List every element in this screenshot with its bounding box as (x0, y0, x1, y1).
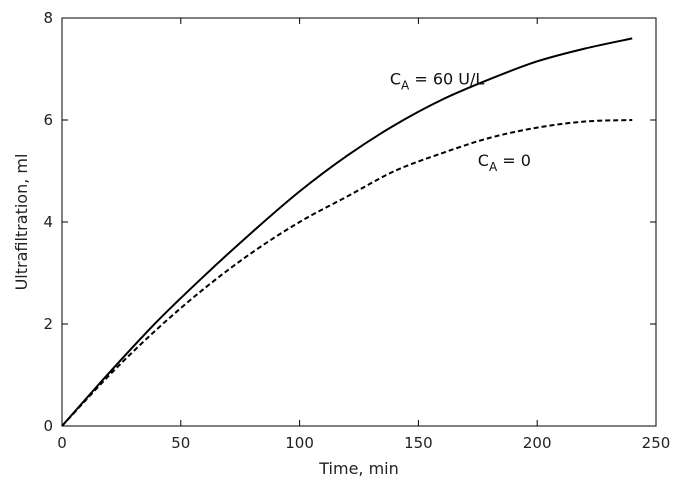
series-line-0 (61, 37, 633, 427)
x-tick-label-0: 0 (57, 434, 67, 452)
curve-annotations: CA = 60 U/L CA = 0 (390, 69, 531, 174)
x-tick-label-5: 250 (642, 434, 671, 452)
x-tick-label-2: 100 (285, 434, 314, 452)
annotation-1: CA = 0 (478, 151, 531, 174)
y-tick-label-2: 4 (43, 213, 53, 231)
x-tick-label-1: 50 (171, 434, 190, 452)
series-lines (61, 37, 633, 427)
x-axis-title: Time, min (318, 459, 399, 478)
y-tick-label-1: 2 (43, 315, 53, 333)
series-line-1 (61, 119, 633, 427)
x-tick-labels: 0 50 100 150 200 250 (57, 434, 670, 452)
axis-ticks (61, 17, 657, 427)
y-tick-label-4: 8 (43, 9, 53, 27)
y-axis-title: Ultrafiltration, ml (12, 154, 31, 291)
y-tick-label-3: 6 (43, 111, 53, 129)
annotation-0: CA = 60 U/L (390, 69, 485, 92)
plot-area (61, 17, 657, 427)
y-tick-labels: 0 2 4 6 8 (43, 9, 53, 435)
y-tick-label-0: 0 (43, 417, 53, 435)
x-tick-label-3: 150 (404, 434, 433, 452)
x-tick-label-4: 200 (523, 434, 552, 452)
